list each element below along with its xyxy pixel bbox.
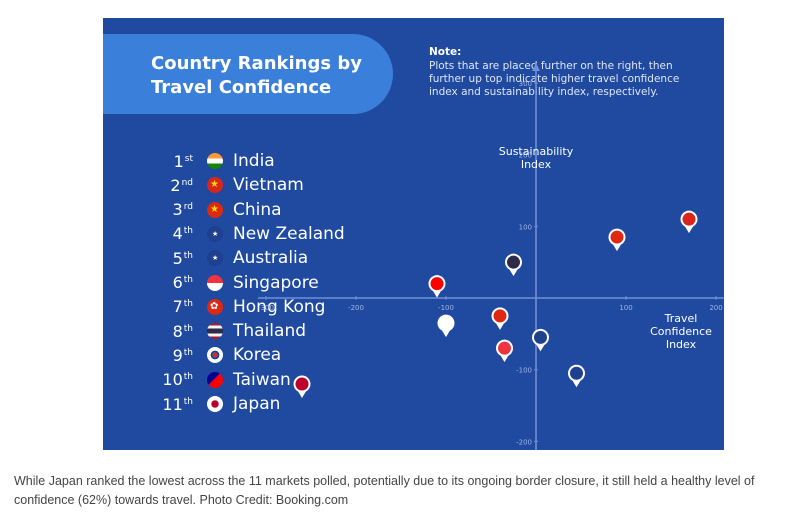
rank-suffix: th — [183, 275, 193, 285]
ranking-row: 3rd ★ China — [153, 198, 282, 222]
taiwan-flag-icon — [207, 371, 223, 388]
ranking-row: 7th ✿ Hong Kong — [153, 295, 326, 319]
y-tick-label: 100 — [519, 223, 532, 231]
ranking-row: 2nd ★ Vietnam — [153, 173, 304, 197]
rank-suffix: st — [184, 153, 193, 164]
country-name: Korea — [233, 345, 282, 366]
rank-number: 4th — [172, 224, 193, 244]
country-name: India — [233, 151, 275, 171]
y-axis-title: Sustainability Index — [499, 145, 574, 171]
ranking-row: 6th Singapore — [153, 271, 319, 295]
ranking-row: 8th Thailand — [153, 319, 306, 343]
y-tick-label: 300 — [519, 80, 532, 88]
country-name: Hong Kong — [233, 296, 326, 317]
country-name: New Zealand — [233, 223, 345, 244]
y-tick-label: -100 — [516, 367, 532, 375]
thailand-flag-icon — [207, 323, 223, 340]
chart-title: Country Rankings by Travel Confidence — [151, 53, 362, 98]
x-tick-label: -300 — [258, 304, 274, 312]
photo-caption: While Japan ranked the lowest across the… — [14, 474, 755, 507]
country-name: China — [233, 199, 282, 220]
x-axis-title: Travel Confidence Index — [650, 312, 712, 351]
rank-suffix: th — [183, 250, 193, 261]
rank-number: 11th — [162, 394, 193, 414]
singapore-flag-icon — [207, 274, 223, 291]
australia-flag-icon: ★ — [207, 250, 223, 267]
rank-suffix: th — [183, 347, 193, 358]
ranking-row: 4th ★ New Zealand — [153, 222, 345, 246]
rank-suffix: th — [183, 396, 193, 407]
title-banner — [103, 34, 393, 114]
data-point-flag-vietnam — [682, 212, 696, 226]
rank-number: 8th — [172, 321, 193, 341]
y-axis-arrow — [532, 63, 540, 71]
rank-suffix: th — [183, 299, 193, 310]
korea-flag-icon — [207, 347, 223, 364]
ranking-row: 9th Korea — [153, 343, 282, 367]
scatter-chart: -300-200-100100200300300200100-100-200-3… — [258, 63, 724, 450]
rank-number: 6th — [172, 273, 193, 292]
x-tick-label: 200 — [709, 304, 722, 312]
infographic-panel: Country Rankings by Travel Confidence No… — [103, 18, 724, 450]
rank-number: 2nd — [170, 175, 193, 195]
rank-suffix: rd — [183, 202, 193, 213]
data-point-flag-thailand — [507, 255, 520, 269]
rank-suffix: th — [183, 226, 193, 237]
data-point-flag-singapore — [498, 341, 511, 355]
country-name: Taiwan — [233, 369, 291, 390]
ranking-row: 5th ★ Australia — [153, 246, 309, 270]
data-point-flag-hong-kong — [493, 309, 507, 323]
note-heading: Note: — [429, 46, 462, 58]
rank-number: 3rd — [172, 200, 193, 220]
rank-suffix: th — [183, 372, 193, 383]
vietnam-flag-icon: ★ — [207, 177, 223, 194]
country-name: Thailand — [233, 321, 307, 342]
y-tick-label: 200 — [519, 152, 532, 160]
data-point-flag-australia — [570, 366, 583, 380]
country-name: Japan — [233, 394, 281, 414]
country-name: Singapore — [233, 272, 319, 293]
rank-suffix: nd — [181, 177, 193, 188]
ranking-row: 10th Taiwan — [153, 368, 291, 392]
rank-number: 10th — [162, 370, 193, 390]
japan-flag-icon — [207, 396, 223, 412]
china-flag-icon: ★ — [207, 201, 223, 218]
new-zealand-flag-icon: ★ — [207, 225, 223, 242]
data-point-flag-new-zealand — [534, 330, 547, 344]
country-name: Australia — [233, 248, 309, 269]
data-point-flag-taiwan — [430, 277, 444, 291]
india-flag-icon — [207, 153, 223, 169]
data-point-flag-china — [610, 230, 624, 244]
rank-number: 7th — [172, 297, 193, 317]
note-body: Plots that are placed further on the rig… — [429, 60, 680, 98]
ranking-row: 11th Japan — [153, 392, 280, 416]
x-tick-label: 100 — [619, 304, 632, 312]
data-point-flag-korea — [439, 316, 453, 330]
y-tick-label: -200 — [516, 438, 532, 446]
rank-suffix: th — [183, 323, 193, 334]
x-tick-label: -200 — [348, 304, 364, 312]
data-point-flag-japan — [295, 377, 309, 391]
hong-kong-flag-icon: ✿ — [207, 298, 223, 315]
rank-number: 1st — [173, 151, 193, 171]
rank-number: 5th — [172, 248, 193, 268]
x-tick-label: -100 — [438, 304, 454, 312]
country-name: Vietnam — [233, 175, 304, 196]
rank-number: 9th — [172, 345, 193, 365]
ranking-row: 1st India — [153, 149, 275, 173]
